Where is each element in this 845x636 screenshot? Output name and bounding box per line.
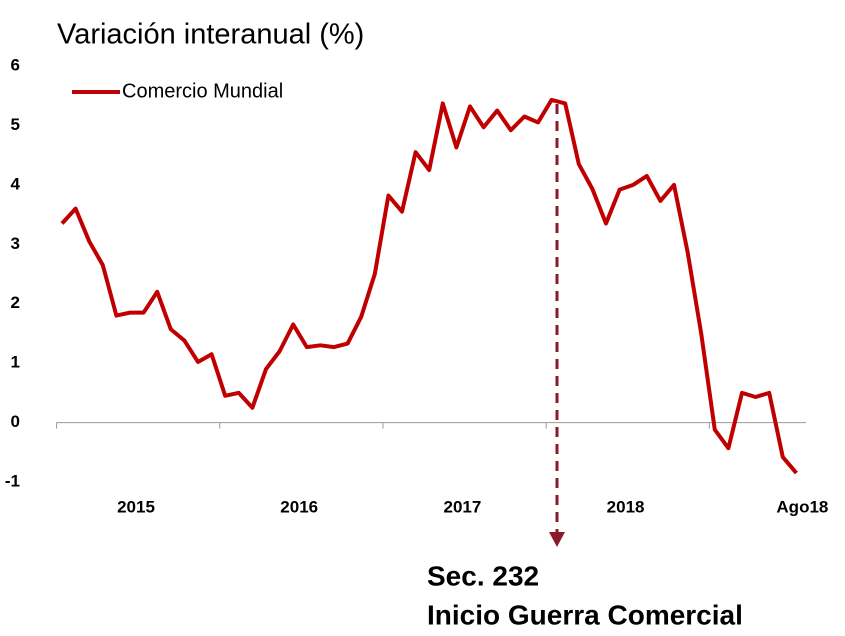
line-series <box>60 97 798 475</box>
y-tick-label: 0 <box>11 412 20 431</box>
chart-title: Variación interanual (%) <box>57 19 364 51</box>
x-tick-label: 2018 <box>607 497 645 516</box>
y-tick-label: 2 <box>11 293 20 312</box>
x-tick-label: 2016 <box>280 497 318 516</box>
x-tick-label: 2015 <box>117 497 155 516</box>
y-tick-label: -1 <box>5 471 20 490</box>
y-tick-label: 4 <box>11 174 21 193</box>
annotation-arrowhead <box>549 532 565 547</box>
y-tick-label: 1 <box>11 353 20 372</box>
x-tick-label: Ago18 <box>776 497 828 516</box>
annotation-text: Sec. 232 <box>427 560 539 591</box>
y-tick-label: 6 <box>11 55 20 74</box>
y-tick-label: 3 <box>11 234 20 253</box>
x-tick-label: 2017 <box>443 497 481 516</box>
annotation-text: Inicio Guerra Comercial <box>427 599 743 630</box>
legend-label: Comercio Mundial <box>122 80 283 102</box>
y-tick-label: 5 <box>11 115 20 134</box>
